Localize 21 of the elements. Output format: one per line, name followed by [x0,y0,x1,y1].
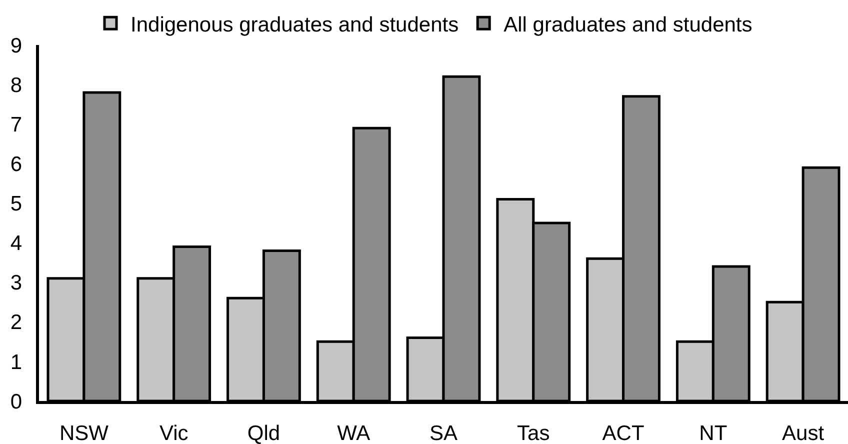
x-tick-label: Vic [159,422,188,444]
legend-label: Indigenous graduates and students [130,13,459,36]
y-tick-label: 9 [10,34,22,58]
y-tick-label: 0 [10,390,22,414]
x-tick-label: Qld [247,422,280,444]
y-tick-label: 6 [10,153,22,176]
x-tick-label: Tas [517,422,550,444]
y-tick-label: 2 [10,311,22,334]
x-tick-label: NSW [59,422,109,444]
y-tick-label: 1 [10,350,22,374]
legend-label: All graduates and students [504,13,752,36]
x-tick-label: ACT [602,422,644,444]
y-tick-label: 3 [10,272,22,295]
y-tick-label: 7 [10,113,22,136]
y-tick-label: 8 [10,74,22,97]
x-tick-label: WA [337,422,370,444]
y-tick-label: 4 [10,232,22,256]
y-tick-label: 5 [10,192,22,216]
x-tick-label: NT [699,422,728,444]
x-tick-label: SA [429,422,458,444]
x-tick-label: Aust [782,422,824,444]
